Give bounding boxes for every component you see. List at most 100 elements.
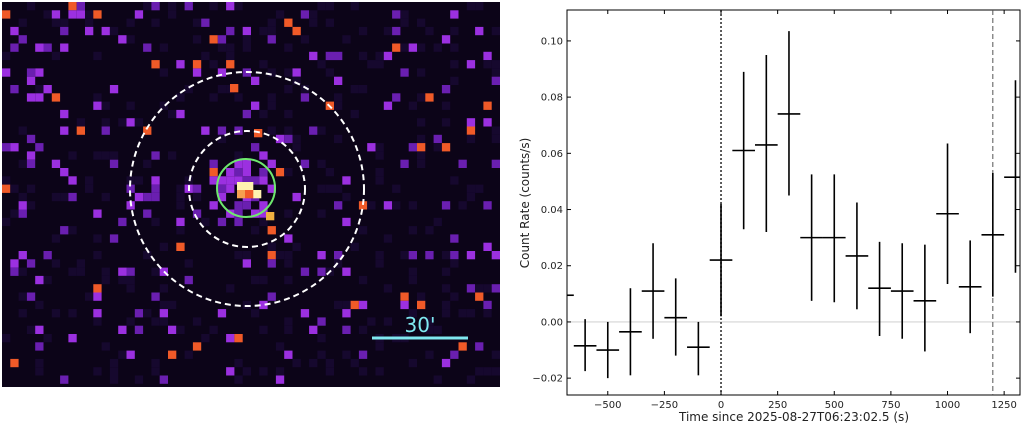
sky-pixel [126,101,135,110]
sky-pixel [26,93,36,102]
sky-pixel [450,259,459,268]
sky-pixel [109,151,119,160]
sky-pixel [466,251,476,260]
sky-pixel [466,126,476,135]
sky-pixel [334,76,343,85]
sky-pixel [450,234,459,243]
sky-pixel [234,168,243,177]
sky-pixel [466,2,476,11]
sky-pixel [466,118,476,127]
sky-pixel [450,26,459,36]
y-tick-label: 0.06 [541,149,563,160]
sky-pixel [383,101,393,110]
sky-pixel [342,176,351,185]
sky-pixel [143,2,152,11]
sky-pixel [400,43,409,52]
sky-pixel [433,375,442,384]
sky-pixel [209,2,218,11]
sky-pixel [18,292,27,301]
sky-pixel [292,358,301,368]
sky-pixel [259,217,268,227]
sky-pixel [392,43,401,52]
sky-pixel [491,26,500,36]
data-point [641,243,665,339]
sky-pixel [234,251,243,260]
sky-pixel [68,2,77,11]
sky-pixel [259,168,268,177]
sky-pixel [184,275,193,285]
sky-pixel [284,275,293,285]
sky-pixel [118,350,127,359]
sky-pixel [251,275,260,285]
sky-pixel [143,159,152,168]
sky-pixel [18,209,27,218]
sky-pixel [475,26,484,36]
sky-pixel [242,168,251,177]
sky-pixel [400,18,409,27]
sky-pixel [309,10,318,19]
sky-pixel [134,375,144,384]
sky-pixel [342,309,351,318]
sky-pixel [118,217,127,227]
sky-pixel [209,93,218,102]
sky-pixel [267,68,276,77]
sky-pixel [317,126,326,135]
sky-pixel [192,209,202,218]
sky-pixel [226,284,235,293]
sky-pixel [383,284,393,293]
sky-pixel [251,209,260,218]
sky-pixel [35,68,44,77]
sky-pixel [383,26,393,36]
sky-pixel [159,284,168,293]
sky-pixel [51,159,61,168]
sky-pixel [375,251,384,260]
sky-pixel [441,300,451,310]
sky-pixel [101,101,110,110]
sky-pixel [93,367,102,376]
sky-pixel [217,184,227,193]
sky-pixel [284,251,293,260]
data-point [709,203,733,317]
sky-pixel [375,259,384,268]
sky-pixel [325,184,334,193]
sky-pixel [2,10,11,19]
sky-pixel [466,192,476,202]
sky-pixel [342,350,351,359]
sky-pixel [383,201,393,210]
sky-pixel [466,184,476,193]
sky-pixel [259,300,268,310]
sky-pixel [35,93,44,102]
sky-pixel [325,358,334,368]
sky-pixel [358,325,368,334]
sky-pixel [184,350,193,359]
sky-pixel [159,375,168,384]
sky-pixel [358,226,368,235]
sky-pixel [342,325,351,334]
sky-pixel [441,267,451,276]
sky-pixel [267,93,276,102]
sky-pixel [35,358,44,368]
sky-pixel [400,10,409,19]
sky-pixel [408,143,417,152]
sky-pixel [350,109,359,119]
sky-pixel [441,309,451,318]
sky-pixel [284,126,293,135]
sky-pixel [118,267,127,276]
sky-pixel [367,201,376,210]
sky-pixel [491,126,500,135]
sky-pixel [375,51,384,61]
sky-pixel [441,251,451,260]
data-point [958,240,982,334]
sky-pixel [109,85,119,94]
sky-pixel [417,134,426,144]
sky-pixel [60,43,69,52]
sky-pixel [18,267,27,276]
sky-pixel [93,101,102,110]
sky-pixel [93,309,102,318]
sky-pixel [317,60,326,69]
sky-pixel [126,18,135,27]
sky-pixel [242,35,251,44]
sky-pixel [134,10,144,19]
data-point [981,172,1005,297]
sky-pixel [300,35,310,44]
